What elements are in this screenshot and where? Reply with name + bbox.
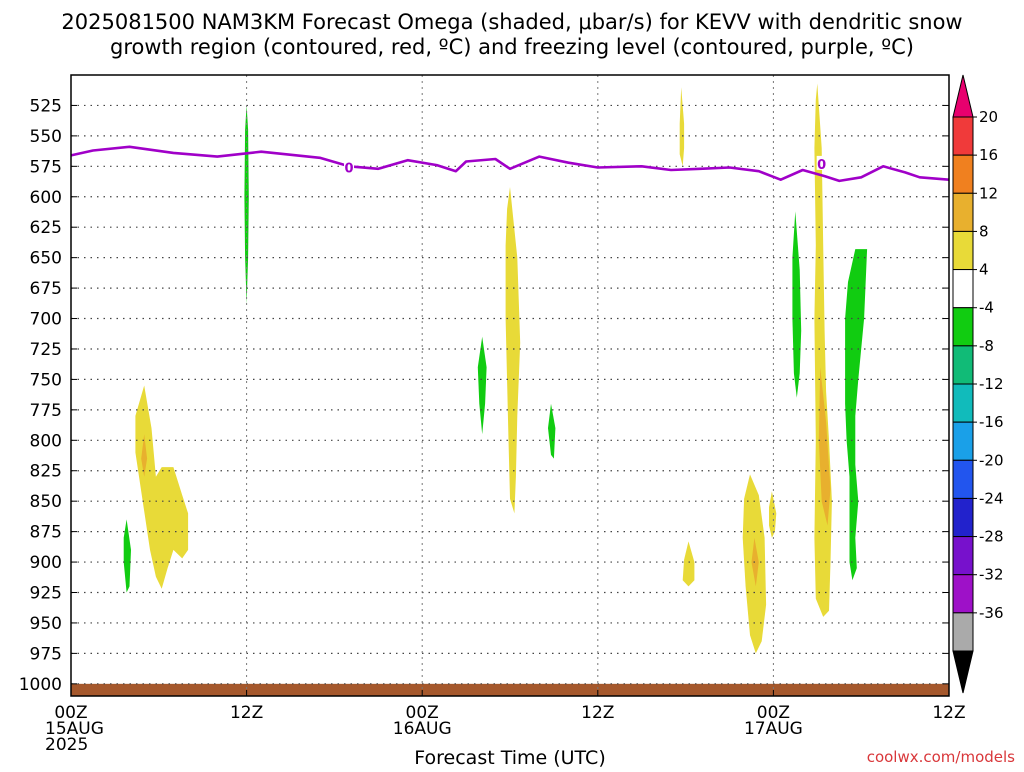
freezing-level-label: 0 bbox=[817, 158, 826, 173]
omega-region-5 bbox=[477, 336, 487, 435]
freezing-level-line bbox=[70, 145, 950, 183]
colorbar-label: -8 bbox=[979, 337, 994, 355]
colorbar-box bbox=[952, 536, 974, 576]
colorbar-label: -32 bbox=[979, 566, 1004, 584]
colorbar: 20 16 12 8 4 -4 -8 -12 -16 -20 -24 -28 -32 -36 bbox=[952, 74, 1004, 694]
y-tick-label: 775 bbox=[30, 401, 62, 421]
omega-region-3 bbox=[135, 385, 189, 589]
y-tick-label: 975 bbox=[30, 644, 62, 664]
x-axis-title: Forecast Time (UTC) bbox=[414, 747, 605, 768]
omega-region-9 bbox=[682, 541, 695, 587]
colorbar-top-triangle bbox=[952, 74, 974, 118]
y-tick-label: 600 bbox=[30, 188, 62, 208]
omega-region-11 bbox=[751, 537, 759, 587]
y-tick-label: 550 bbox=[30, 127, 62, 147]
x-tick-label: 12Z bbox=[230, 703, 263, 723]
y-tick-label: 900 bbox=[30, 553, 62, 573]
colorbar-label: -12 bbox=[979, 375, 1004, 393]
y-tick-label: 850 bbox=[30, 492, 62, 512]
colorbar-label: -4 bbox=[979, 299, 994, 317]
y-tick-label: 625 bbox=[30, 218, 62, 238]
colorbar-label: -24 bbox=[979, 489, 1004, 507]
y-tick-label: 875 bbox=[30, 523, 62, 543]
colorbar-box bbox=[952, 574, 974, 614]
colorbar-box bbox=[952, 269, 974, 309]
colorbar-label: -28 bbox=[979, 528, 1004, 546]
credit-link[interactable]: coolwx.com/models bbox=[867, 748, 1015, 766]
y-tick-label: 750 bbox=[30, 370, 62, 390]
colorbar-label: 12 bbox=[979, 184, 998, 202]
chart-title-line-2: growth region (contoured, red, ºC) and f… bbox=[110, 35, 914, 59]
colorbar-label: 16 bbox=[979, 146, 998, 164]
x-tick-label: 12Z bbox=[932, 703, 965, 723]
y-axis-ticks: 525 550 575 600 625 650 675 700 725 750 775 800 825 8… bbox=[19, 96, 949, 695]
freezing-label-bg bbox=[816, 155, 827, 170]
y-tick-label: 1000 bbox=[19, 675, 62, 695]
omega-region-4 bbox=[141, 434, 148, 477]
omega-region-13 bbox=[792, 211, 802, 398]
colorbar-box bbox=[952, 459, 974, 499]
colorbar-box bbox=[952, 307, 974, 347]
colorbar-label: 8 bbox=[979, 222, 989, 240]
colorbar-box bbox=[952, 497, 974, 538]
terrain-band bbox=[71, 683, 949, 696]
omega-region-2 bbox=[123, 519, 131, 593]
y-tick-label: 950 bbox=[30, 614, 62, 634]
y-tick-label: 650 bbox=[30, 249, 62, 269]
plot-border bbox=[70, 74, 950, 697]
x-tick-label: 00Z bbox=[54, 703, 87, 723]
omega-region-1 bbox=[244, 105, 249, 304]
colorbar-label: -20 bbox=[979, 451, 1004, 469]
y-tick-label: 925 bbox=[30, 584, 62, 604]
colorbar-label: -36 bbox=[979, 604, 1004, 622]
colorbar-box bbox=[952, 612, 974, 652]
colorbar-box bbox=[952, 345, 974, 385]
colorbar-box bbox=[952, 421, 974, 461]
colorbar-box bbox=[952, 192, 974, 232]
colorbar-bottom-triangle bbox=[952, 650, 974, 694]
colorbar-box bbox=[952, 154, 974, 194]
x-tick-label: 15AUG bbox=[45, 719, 104, 739]
freezing-label-bg bbox=[344, 159, 355, 174]
x-tick-label: 16AUG bbox=[393, 719, 452, 739]
colorbar-box bbox=[952, 230, 974, 271]
x-tick-label: 00Z bbox=[406, 703, 439, 723]
y-tick-label: 825 bbox=[30, 462, 62, 482]
omega-region-8 bbox=[679, 87, 685, 167]
y-tick-label: 800 bbox=[30, 431, 62, 451]
chart-title-line-1: 2025081500 NAM3KM Forecast Omega (shaded… bbox=[61, 10, 962, 34]
omega-region-6 bbox=[505, 187, 521, 514]
colorbar-label: -16 bbox=[979, 413, 1004, 431]
colorbar-box bbox=[952, 116, 974, 156]
omega-region-16 bbox=[845, 249, 868, 581]
y-tick-label: 725 bbox=[30, 340, 62, 360]
colorbar-label: 4 bbox=[979, 261, 989, 279]
colorbar-label: 20 bbox=[979, 108, 998, 126]
omega-region-12 bbox=[769, 491, 777, 538]
x-tick-label: 2025 bbox=[45, 735, 88, 755]
omega-region-7 bbox=[548, 403, 556, 459]
colorbar-box bbox=[952, 383, 974, 423]
x-tick-label: 17AUG bbox=[744, 719, 803, 739]
x-tick-label: 12Z bbox=[581, 703, 614, 723]
freezing-level-label: 0 bbox=[345, 162, 354, 177]
y-tick-label: 700 bbox=[30, 310, 62, 330]
y-tick-label: 525 bbox=[30, 96, 62, 116]
y-tick-label: 675 bbox=[30, 279, 62, 299]
omega-region-15 bbox=[818, 367, 831, 526]
y-tick-label: 575 bbox=[30, 157, 62, 177]
x-tick-label: 00Z bbox=[757, 703, 790, 723]
